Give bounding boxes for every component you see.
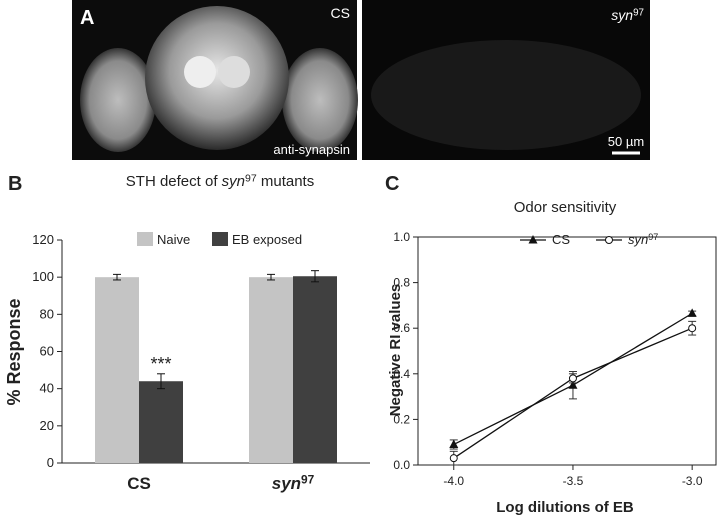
legend-swatch	[137, 232, 153, 246]
y-tick-label: 120	[32, 232, 54, 247]
y-tick-label: 80	[40, 306, 54, 321]
chart-title: Odor sensitivity	[514, 199, 617, 216]
bar	[293, 276, 337, 463]
point	[688, 324, 697, 333]
y-tick-label: 20	[40, 418, 54, 433]
y-tick-label: 0.6	[393, 321, 410, 335]
x-tick-label: CS	[127, 474, 151, 493]
x-tick-label: -3.0	[682, 474, 703, 488]
text-part: syn	[272, 474, 301, 493]
legend-label: syn97	[628, 232, 658, 247]
x-tick-label: -4.0	[443, 474, 464, 488]
point	[568, 374, 577, 383]
chart-title: STH defect of syn97 mutants	[126, 172, 314, 190]
y-tick-label: 1.0	[393, 230, 410, 244]
point	[449, 454, 458, 463]
legend-marker	[605, 236, 613, 244]
legend-marker	[528, 235, 538, 244]
text-part: syn	[611, 7, 633, 23]
image-left	[72, 0, 358, 160]
text-part: 97	[648, 232, 658, 242]
y-tick-label: 0.8	[393, 276, 410, 290]
y-tick-label: 0.4	[393, 367, 410, 381]
x-tick-label: -3.5	[563, 474, 584, 488]
panel-letter: A	[80, 7, 94, 29]
text-part: syn	[222, 173, 245, 190]
y-tick-label: 0.0	[393, 458, 410, 472]
panel-letter: C	[385, 173, 399, 195]
legend-label: CS	[552, 232, 570, 247]
text-part: 97	[301, 473, 315, 487]
bar	[139, 381, 183, 463]
error-bar	[113, 273, 121, 281]
y-tick-label: 60	[40, 344, 54, 359]
text-part: STH defect of	[126, 173, 222, 190]
stain-label: anti-synapsin	[273, 142, 350, 157]
text-part: 97	[633, 8, 644, 19]
text-part: mutants	[257, 173, 315, 190]
y-axis-label: Negative RI values	[387, 284, 404, 417]
legend-item: syn97	[596, 232, 658, 247]
annotation: ***	[150, 354, 171, 374]
point	[687, 308, 697, 317]
text-part: 97	[245, 172, 257, 184]
y-tick-label: 0	[47, 455, 54, 470]
x-axis-label: Log dilutions of EB	[496, 499, 634, 516]
image-right	[362, 0, 650, 160]
bar	[249, 277, 293, 463]
legend-label: EB exposed	[232, 232, 302, 247]
panel-letter: B	[8, 173, 22, 195]
bar	[95, 277, 139, 463]
scale-label: 50 µm	[608, 134, 644, 149]
point	[568, 380, 578, 389]
legend-swatch	[212, 232, 228, 246]
text-part: syn	[628, 232, 648, 247]
point	[449, 439, 459, 448]
error-bar	[157, 373, 165, 390]
y-tick-label: 0.2	[393, 412, 410, 426]
error-bar	[311, 270, 319, 283]
legend-item: CS	[520, 232, 570, 247]
image-label: syn97	[611, 7, 644, 23]
y-tick-label: 100	[32, 269, 54, 284]
legend-label: Naive	[157, 232, 190, 247]
y-axis-label: % Response	[4, 298, 24, 405]
y-tick-label: 40	[40, 381, 54, 396]
error-bar	[267, 273, 275, 281]
x-tick-label: syn97	[272, 473, 315, 493]
image-label: CS	[331, 5, 350, 21]
plot-frame	[417, 236, 717, 466]
